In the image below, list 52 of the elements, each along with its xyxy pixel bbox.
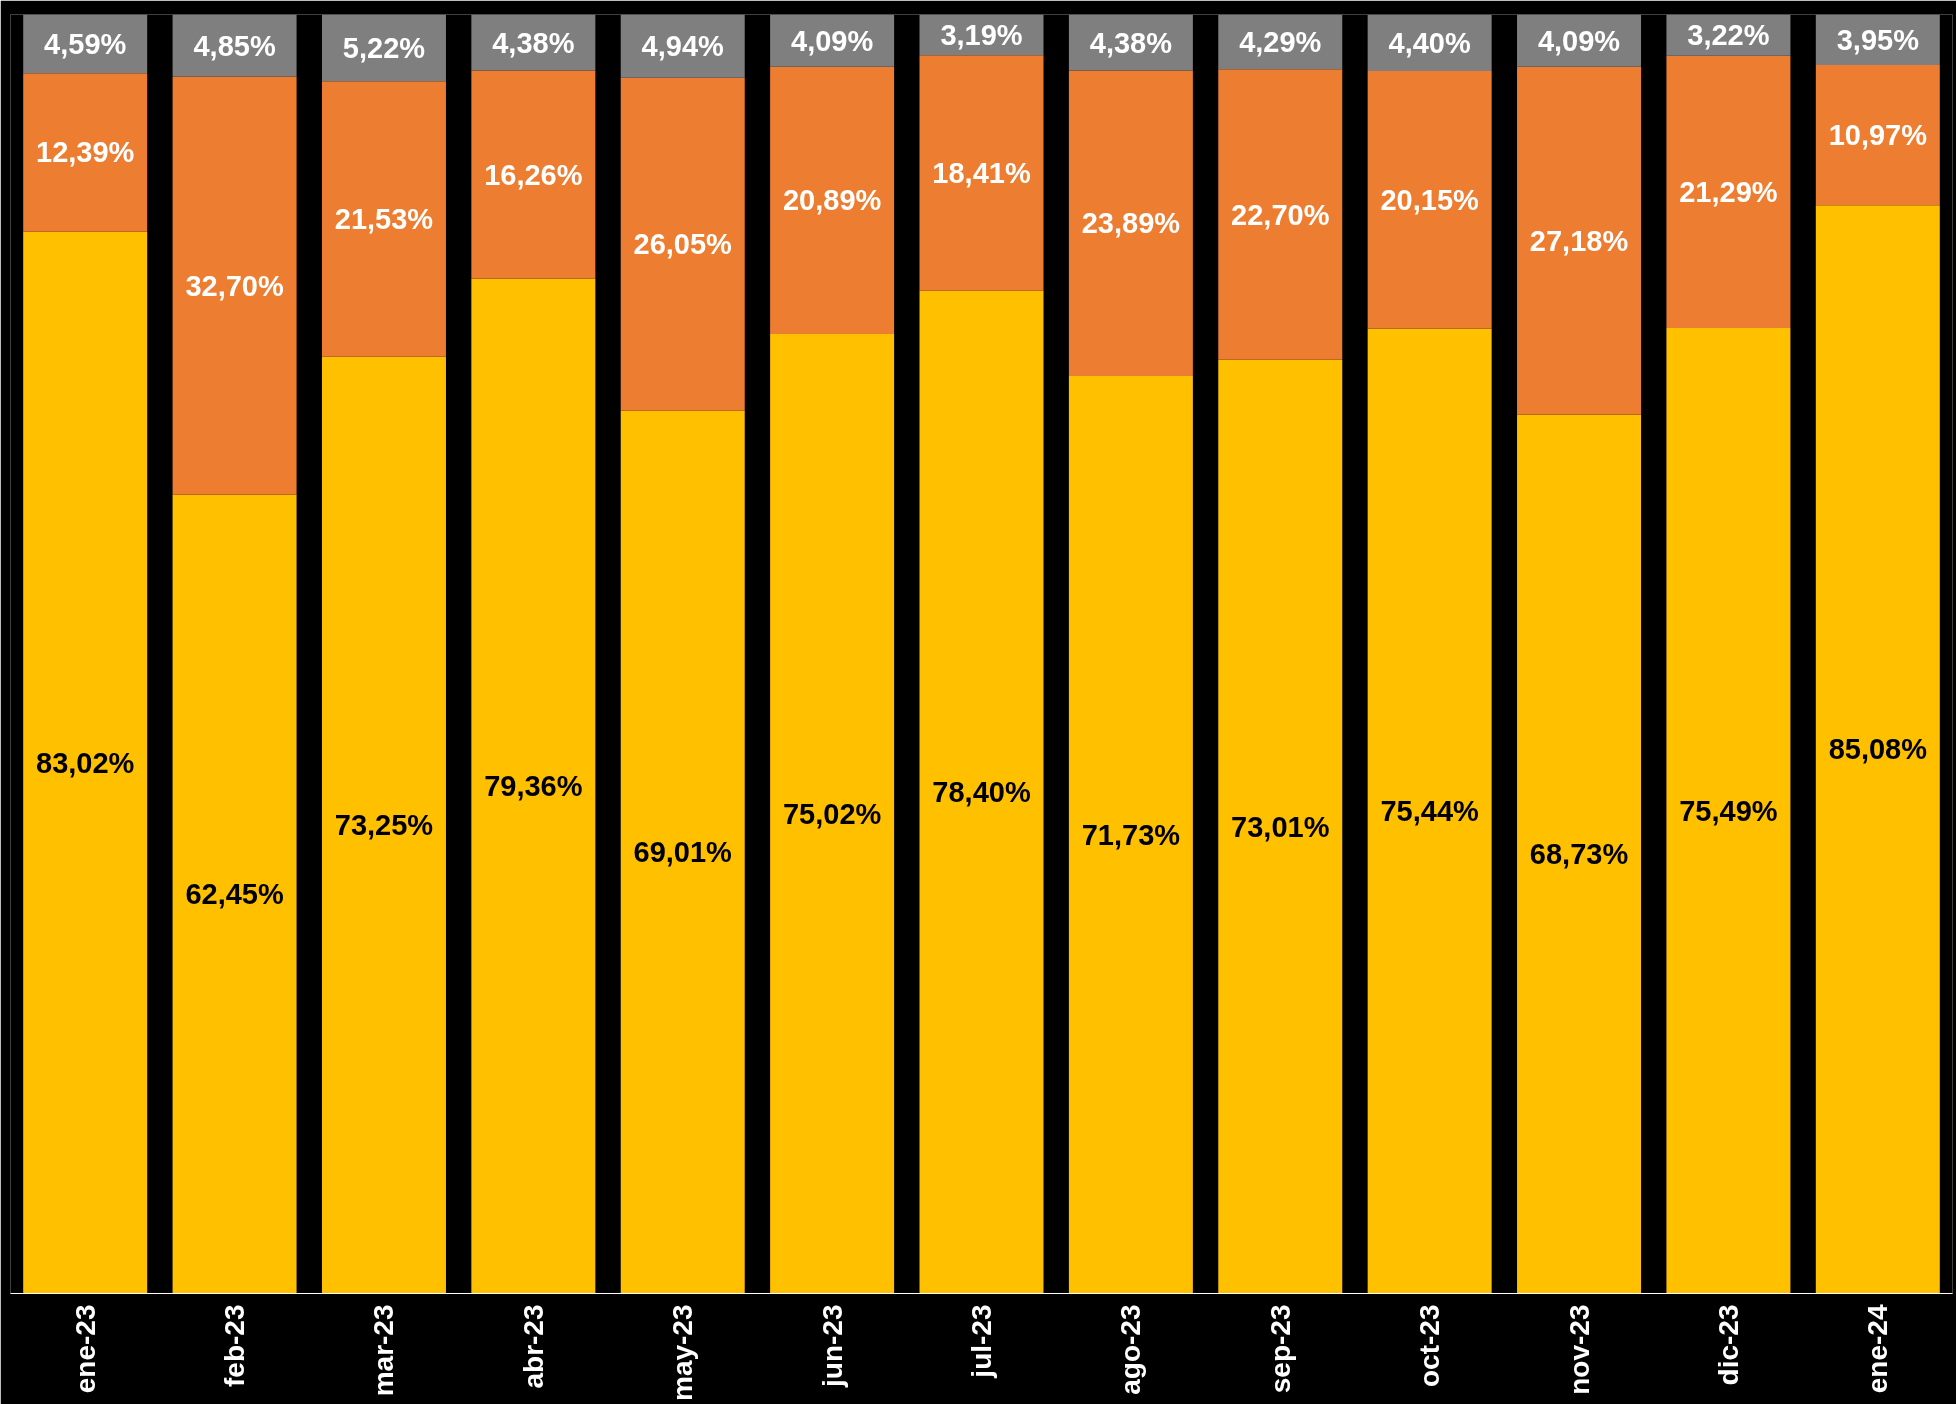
data-label: 73,01% [1231,810,1330,843]
x-tick-label: ago-23 [1115,1304,1147,1395]
data-label: 4,59% [44,27,127,60]
data-label: 4,38% [1089,26,1173,59]
data-label: 16,26% [484,158,583,191]
data-label: 4,94% [641,30,725,63]
x-tick-label: dic-23 [1712,1304,1744,1386]
data-label: 22,70% [1231,198,1330,231]
data-label: 18,41% [932,157,1031,190]
data-label: 83,02% [36,746,135,779]
x-tick-label: jun-23 [816,1304,848,1388]
data-label: 78,40% [932,776,1031,809]
data-label: 75,44% [1380,795,1480,828]
data-label: 75,49% [1679,794,1778,827]
x-tick-label: mar-23 [368,1304,400,1397]
data-label: 4,09% [1537,24,1621,57]
x-tick-label: feb-23 [219,1304,251,1387]
data-label: 26,05% [633,228,733,261]
data-label: 32,70% [185,269,284,302]
x-tick-label: ene-24 [1862,1304,1894,1394]
data-label: 4,85% [193,29,276,62]
data-label: 4,29% [1239,25,1322,58]
data-label: 10,97% [1828,119,1928,152]
data-label: 75,02% [782,797,882,830]
data-label: 71,73% [1081,818,1181,851]
x-tick-label: sep-23 [1264,1304,1296,1394]
data-label: 21,29% [1679,175,1778,208]
x-tick-label: nov-23 [1563,1304,1595,1395]
data-label: 4,40% [1388,26,1471,59]
data-label: 3,19% [940,18,1023,51]
data-label: 27,18% [1529,224,1629,257]
data-label: 62,45% [185,878,284,911]
x-tick-label: may-23 [667,1304,699,1402]
x-tick-label: abr-23 [517,1304,549,1389]
data-label: 3,22% [1687,19,1770,52]
data-label: 5,22% [342,31,426,64]
data-label: 20,89% [782,184,882,217]
x-tick-label: oct-23 [1414,1304,1446,1387]
data-label: 4,09% [791,24,874,57]
x-tick-label: ene-23 [69,1304,101,1394]
data-label: 68,73% [1529,837,1629,870]
data-label: 23,89% [1081,207,1181,240]
data-label: 21,53% [334,202,434,235]
data-label: 79,36% [484,769,583,802]
data-label: 69,01% [633,836,733,869]
data-label: 73,25% [334,809,434,842]
data-label: 4,38% [492,26,575,59]
x-tick-label: jul-23 [966,1304,997,1379]
data-label: 3,95% [1836,23,1920,56]
data-label: 85,08% [1828,733,1928,766]
data-label: 20,15% [1380,183,1480,216]
data-label: 12,39% [36,136,135,169]
